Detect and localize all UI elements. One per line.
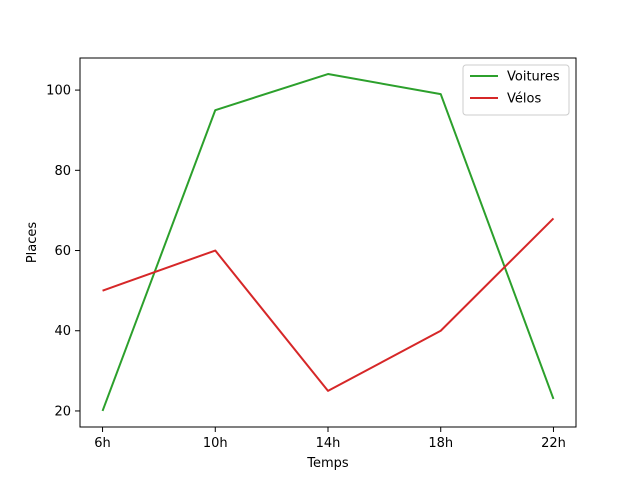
y-tick-label: 60 [54,244,71,259]
y-tick-label: 20 [54,404,71,419]
x-axis-label: Temps [306,456,349,471]
axis-ticks: 6h 10h 14h 18h 22h 20 40 60 80 100 [46,84,566,451]
legend: Voitures Vélos [462,64,570,116]
x-tick-label: 18h [428,436,453,451]
y-tick-label: 80 [54,164,71,179]
legend-label: Vélos [507,92,541,107]
x-tick-label: 14h [316,436,341,451]
legend-box [462,64,570,116]
x-tick-label: 22h [541,436,566,451]
legend-label: Voitures [507,70,560,85]
x-tick-label: 10h [203,436,228,451]
x-tick-label: 6h [94,436,111,451]
series-line-0 [101,73,555,412]
series-line-1 [102,217,555,392]
y-tick-label: 100 [46,84,71,99]
y-tick-label: 40 [54,324,71,339]
y-axis-label: Places [25,222,40,264]
